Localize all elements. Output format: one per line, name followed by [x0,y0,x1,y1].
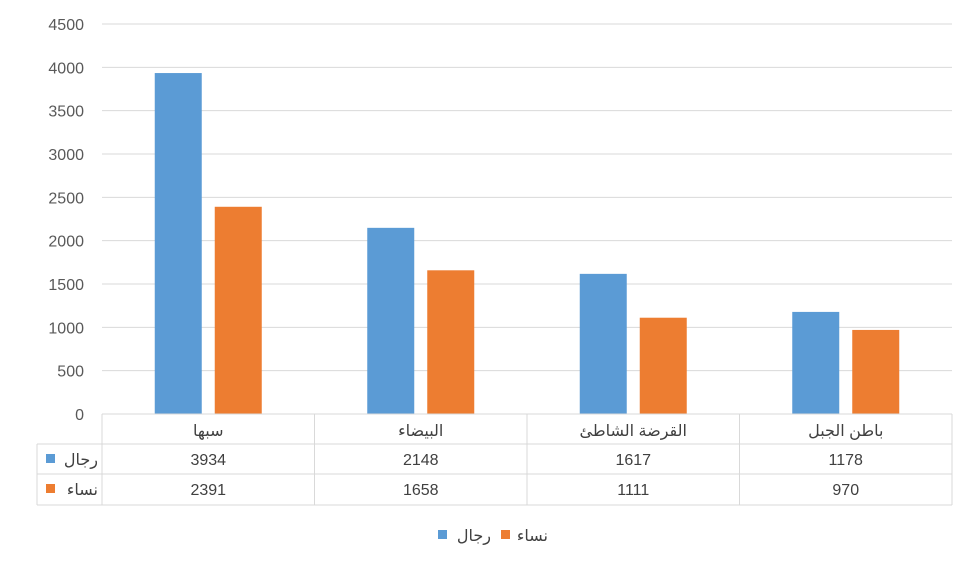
category-label: سبها [193,423,223,441]
row-series-name: نساء [67,482,98,499]
legend: رجال نساء [438,528,548,546]
legend-label: نساء [517,528,548,545]
data-label: 3934 [190,452,226,469]
data-label: 1658 [403,482,439,499]
category-label: البيضاء [398,423,443,440]
y-tick-label: 1000 [48,320,84,337]
data-label: 1178 [829,452,864,469]
data-label: 2148 [403,452,439,469]
row-series-name: رجال [64,452,98,470]
bar [214,206,262,414]
legend-label: رجال [457,528,491,546]
data-label: 1111 [617,482,649,499]
y-axis: 0 500 1000 1500 2000 2500 3000 3500 4000 4500 [48,17,84,424]
y-tick-label: 2500 [48,190,84,207]
data-label: 2391 [190,482,226,499]
legend-swatch [501,530,510,539]
y-tick-label: 500 [57,364,84,381]
y-tick-label: 4000 [48,60,84,77]
bar [639,317,687,414]
data-label: 1617 [615,452,651,469]
y-tick-label: 0 [75,407,84,424]
bar [427,270,475,414]
y-tick-label: 3000 [48,147,84,164]
row-legend-swatch [46,484,55,493]
bars [154,73,900,414]
category-label: باطن الجبل [808,423,883,441]
bar [367,227,415,414]
data-label: 970 [832,482,859,499]
y-tick-label: 3500 [48,104,84,121]
y-tick-label: 2000 [48,234,84,251]
bar [852,329,900,414]
data-table: سبها البيضاء القرضة الشاطئ باطن الجبل رجال 39… [36,413,953,506]
y-tick-label: 1500 [48,277,84,294]
row-legend-swatch [46,454,55,463]
y-tick-label: 4500 [48,17,84,34]
bar [154,73,202,414]
bar [579,273,627,414]
category-label: القرضة الشاطئ [580,423,687,441]
legend-swatch [438,530,447,539]
bar [792,311,840,414]
